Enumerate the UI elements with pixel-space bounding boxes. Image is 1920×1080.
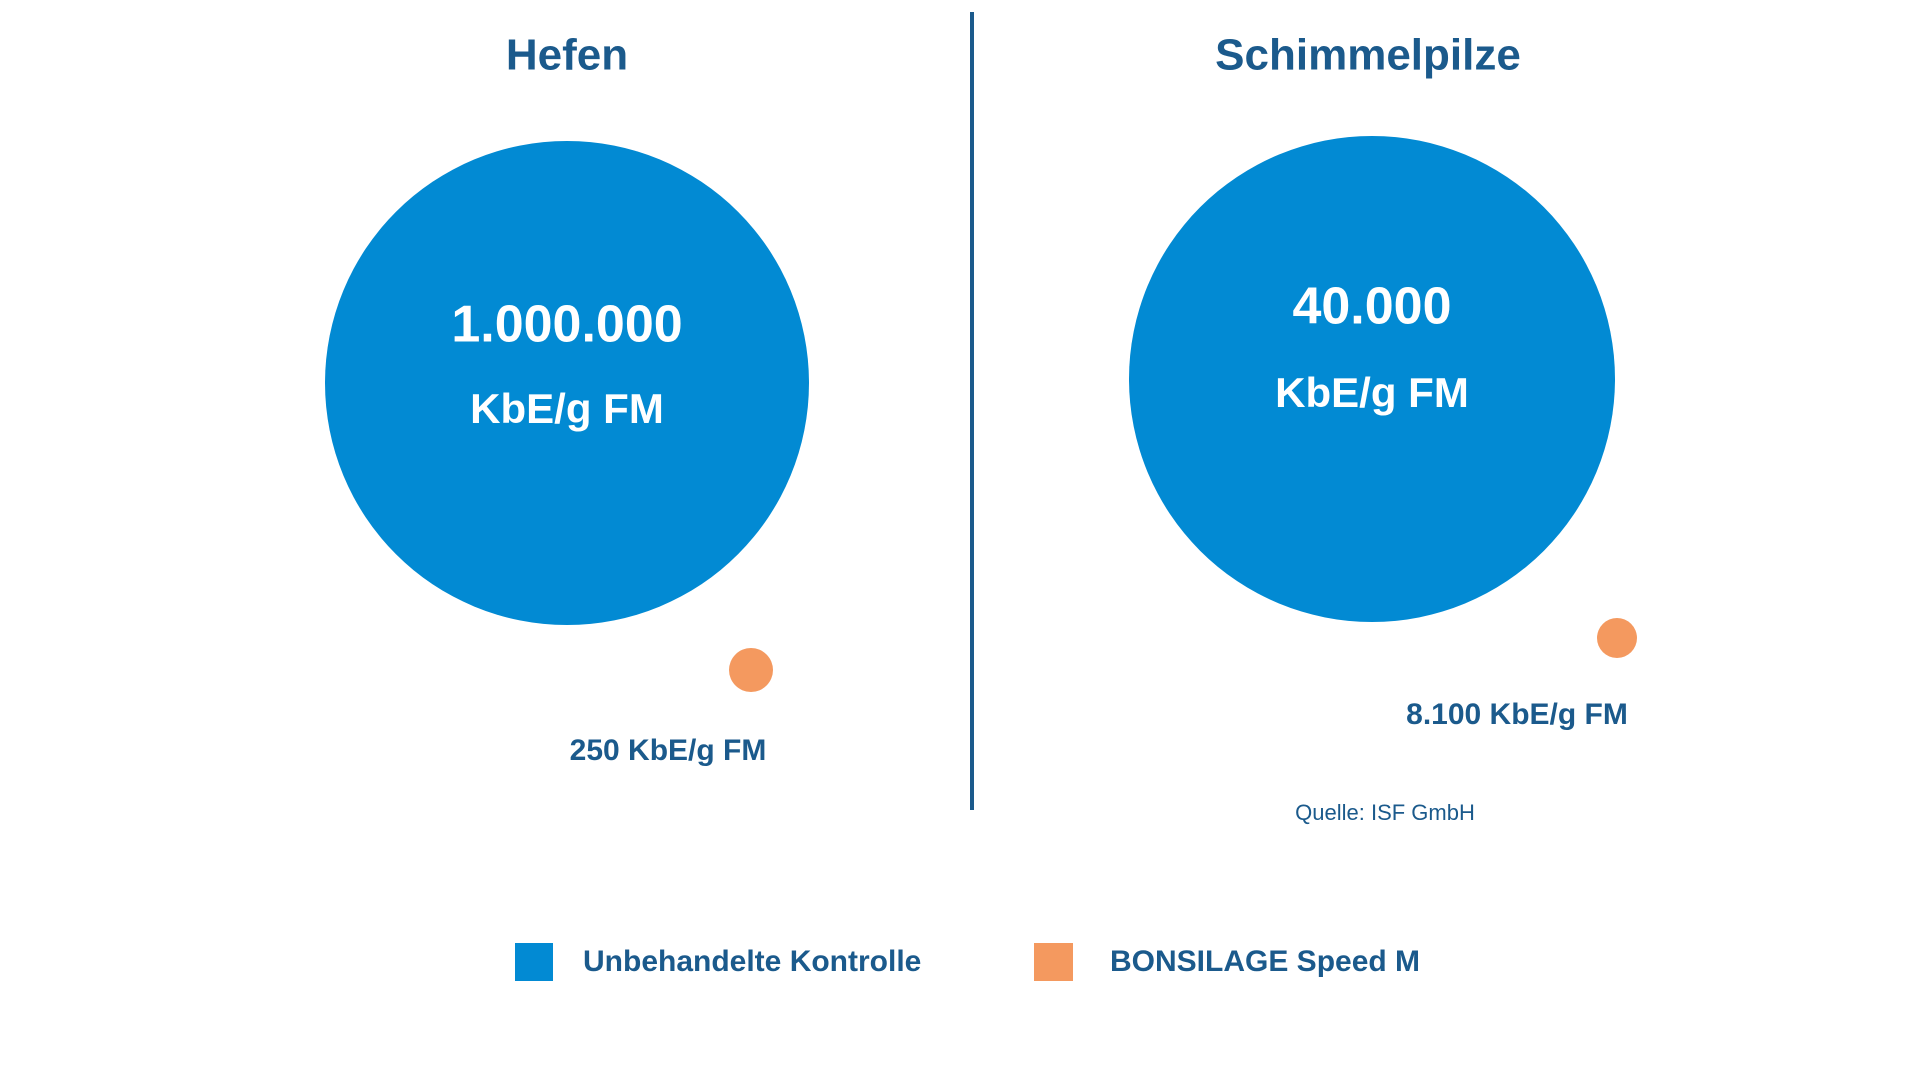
treated-circle	[1597, 618, 1637, 658]
legend-swatch	[515, 943, 553, 981]
legend-label: Unbehandelte Kontrolle	[583, 945, 921, 978]
treated-circle	[729, 648, 773, 692]
treated-label: 250 KbE/g FM	[570, 734, 767, 767]
legend-swatch	[1034, 943, 1073, 981]
control-value: 1.000.000	[451, 296, 682, 354]
control-unit: KbE/g FM	[470, 385, 664, 432]
control-unit: KbE/g FM	[1275, 369, 1469, 416]
control-value: 40.000	[1292, 278, 1451, 336]
source-note: Quelle: ISF GmbH	[1295, 800, 1475, 825]
panel-title: Schimmelpilze	[1215, 31, 1521, 80]
legend-label: BONSILAGE Speed M	[1110, 945, 1420, 978]
treated-label: 8.100 KbE/g FM	[1406, 698, 1628, 731]
panel-title: Hefen	[506, 31, 628, 80]
control-circle	[325, 141, 809, 625]
control-circle	[1129, 136, 1615, 622]
